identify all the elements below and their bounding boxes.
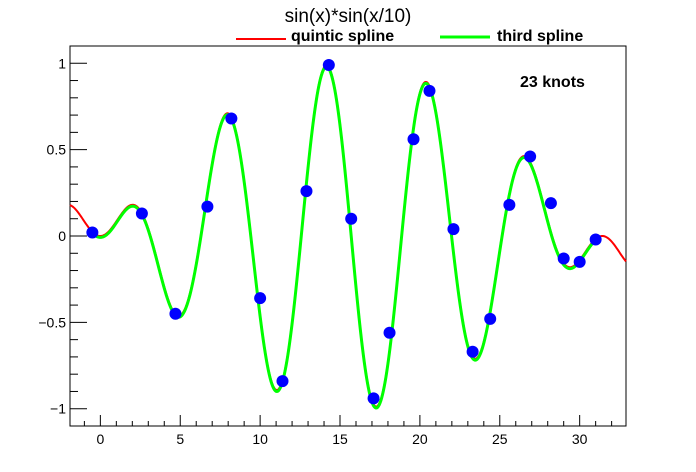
knot-point: [423, 84, 436, 97]
knot-point: [524, 150, 537, 163]
chart-title: sin(x)*sin(x/10): [285, 6, 412, 27]
knot-point: [466, 345, 479, 358]
knot-point: [86, 226, 99, 239]
x-tick-label: 10: [252, 431, 268, 447]
axes: 0 5 10 15 20 25 30 −1 −0.5 0 0.5 1: [38, 55, 613, 447]
plot-frame: [69, 45, 627, 427]
y-tick-label: 0: [58, 228, 66, 244]
quintic-spline-curve: [69, 64, 627, 408]
knot-points: [86, 59, 602, 405]
knot-point: [383, 326, 396, 339]
legend-label-third: third spline: [497, 28, 583, 45]
x-tick-label: 30: [572, 431, 588, 447]
knot-point: [345, 212, 358, 225]
third-spline-curve: [91, 65, 597, 410]
knots-annotation: 23 knots: [520, 74, 585, 91]
knot-point: [322, 59, 335, 71]
knot-point: [254, 292, 267, 305]
x-tick-label: 15: [332, 431, 348, 447]
x-tick-label: 5: [176, 431, 184, 447]
x-tick-label: 0: [96, 431, 104, 447]
knot-point: [135, 207, 148, 220]
knot-point: [503, 198, 516, 211]
knot-point: [447, 223, 460, 236]
knot-point: [225, 112, 238, 125]
knot-point: [169, 307, 182, 320]
y-tick-label: 1: [58, 55, 66, 71]
knot-point: [367, 392, 380, 405]
knot-point: [276, 375, 289, 388]
knot-point: [484, 312, 497, 325]
x-tick-label: 20: [412, 431, 428, 447]
knot-point: [201, 200, 214, 213]
knot-point: [407, 133, 420, 146]
knot-point: [544, 197, 557, 210]
legend-label-quintic: quintic spline: [291, 28, 394, 45]
y-tick-label: −1: [50, 401, 66, 417]
knot-point: [300, 185, 313, 198]
y-tick-label: −0.5: [38, 314, 66, 330]
knot-point: [589, 233, 602, 246]
curves: [69, 64, 627, 410]
x-tick-label: 25: [492, 431, 508, 447]
y-tick-label: 0.5: [47, 142, 67, 158]
legend: quintic spline third spline: [236, 28, 583, 45]
knot-point: [573, 255, 586, 268]
knot-point: [557, 252, 570, 265]
